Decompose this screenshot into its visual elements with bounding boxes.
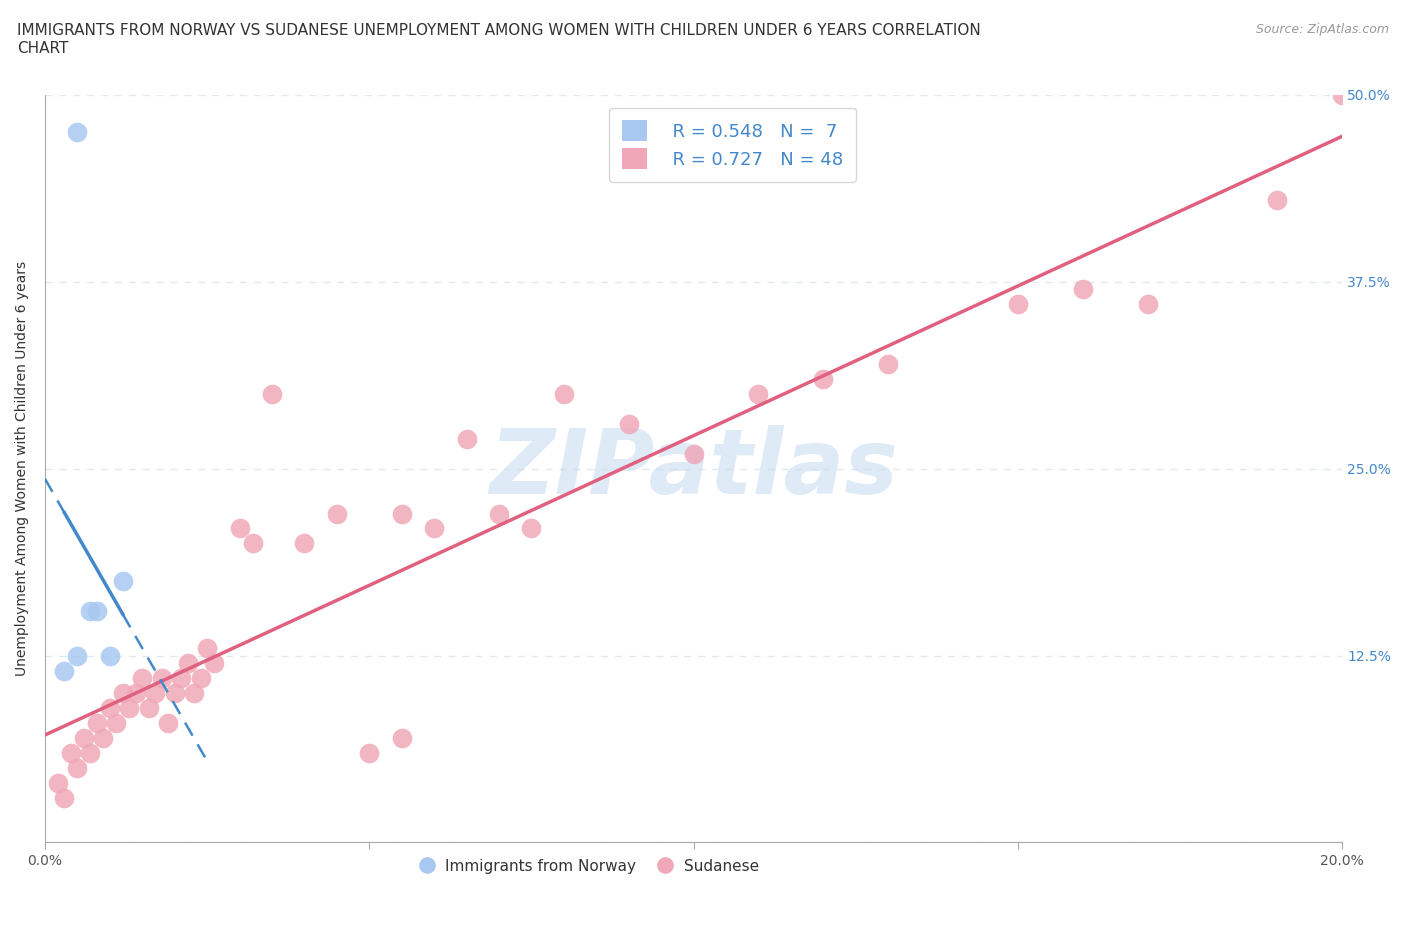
Point [1331, 87, 1354, 102]
Point [157, 715, 180, 730]
Point [66, 648, 89, 663]
Legend: Immigrants from Norway, Sudanese: Immigrants from Norway, Sudanese [415, 853, 765, 880]
Text: IMMIGRANTS FROM NORWAY VS SUDANESE UNEMPLOYMENT AMONG WOMEN WITH CHILDREN UNDER : IMMIGRANTS FROM NORWAY VS SUDANESE UNEMP… [17, 23, 980, 56]
Point [1007, 297, 1029, 312]
Point [138, 700, 160, 715]
Point [423, 521, 446, 536]
Point [111, 574, 134, 589]
Point [98, 700, 121, 715]
Point [105, 715, 128, 730]
Point [813, 372, 835, 387]
Point [111, 685, 134, 700]
Point [359, 745, 381, 760]
Point [143, 685, 166, 700]
Point [553, 387, 575, 402]
Point [79, 745, 101, 760]
Point [326, 506, 349, 521]
Text: ZIPatlas: ZIPatlas [489, 425, 898, 512]
Point [118, 700, 141, 715]
Point [131, 671, 153, 685]
Point [391, 506, 413, 521]
Point [456, 432, 478, 446]
Point [242, 536, 264, 551]
Point [170, 671, 193, 685]
Point [73, 730, 96, 745]
Text: Source: ZipAtlas.com: Source: ZipAtlas.com [1256, 23, 1389, 36]
Point [46, 776, 69, 790]
Point [79, 604, 101, 618]
Point [202, 656, 225, 671]
Point [86, 715, 108, 730]
Point [1136, 297, 1159, 312]
Point [183, 685, 205, 700]
Point [176, 656, 198, 671]
Y-axis label: Unemployment Among Women with Children Under 6 years: Unemployment Among Women with Children U… [15, 261, 30, 676]
Point [747, 387, 769, 402]
Point [260, 387, 283, 402]
Point [163, 685, 186, 700]
Point [66, 125, 89, 140]
Point [53, 663, 76, 678]
Point [682, 446, 704, 461]
Point [1267, 193, 1289, 207]
Point [93, 730, 115, 745]
Point [294, 536, 316, 551]
Point [877, 356, 900, 371]
Point [228, 521, 250, 536]
Point [66, 761, 89, 776]
Point [86, 604, 108, 618]
Point [391, 730, 413, 745]
Point [520, 521, 543, 536]
Point [53, 790, 76, 805]
Point [1071, 282, 1094, 297]
Point [59, 745, 82, 760]
Point [195, 641, 218, 656]
Point [190, 671, 212, 685]
Point [488, 506, 510, 521]
Point [125, 685, 148, 700]
Point [150, 671, 173, 685]
Point [617, 417, 640, 432]
Point [98, 648, 121, 663]
